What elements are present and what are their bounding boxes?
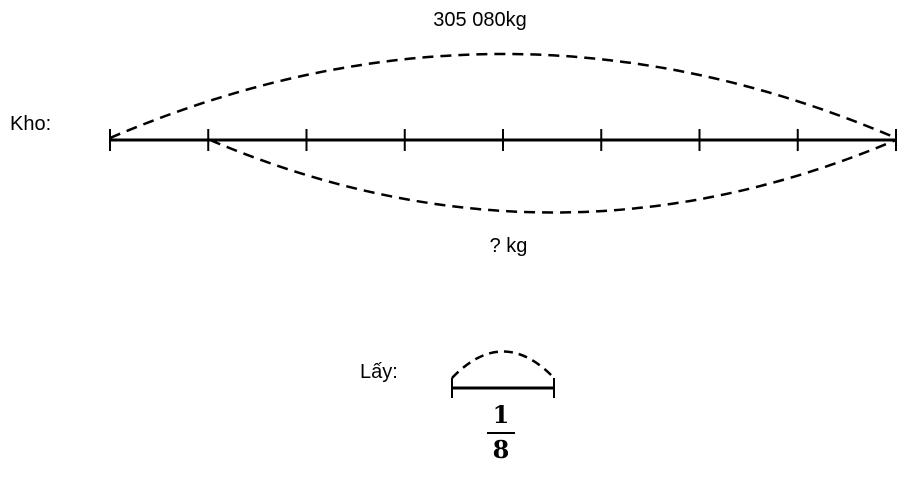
fraction-numerator: 1: [492, 400, 510, 429]
fraction-denominator: 8: [492, 435, 510, 464]
take-label: Lấy:: [360, 361, 398, 383]
warehouse-label: Kho:: [10, 113, 52, 135]
part-brace-arc: [451, 350, 555, 379]
fraction: 1 8: [478, 403, 524, 462]
unknown-weight-label: ? kg: [489, 235, 528, 257]
unknown-brace-arc: [209, 138, 897, 214]
total-brace-arc: [109, 52, 897, 140]
total-weight-label: 305 080kg: [433, 9, 527, 31]
fraction-bar: [487, 432, 515, 434]
